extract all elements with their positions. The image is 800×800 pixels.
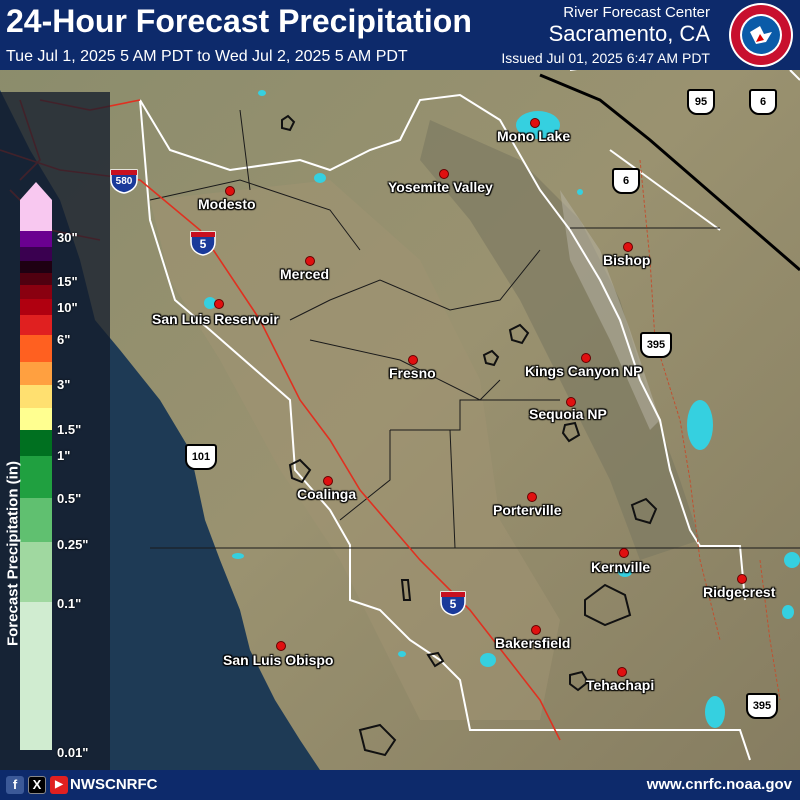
interstate-5-label: 5: [199, 237, 207, 251]
nws-logo-icon: [729, 3, 793, 67]
city-label: Coalinga: [297, 486, 357, 502]
city-marker: [439, 169, 449, 179]
city-marker: [737, 574, 747, 584]
city-label: Sequoia NP: [529, 406, 607, 422]
city-label: Fresno: [389, 365, 436, 381]
us-highway-101-shield: 101: [185, 444, 217, 470]
legend-label: 1": [57, 448, 71, 463]
city-marker: [619, 548, 629, 558]
city-label: Modesto: [198, 196, 256, 212]
city-marker: [408, 355, 418, 365]
us-highway-395-shield: 395: [746, 693, 778, 719]
legend-label: 6": [57, 332, 71, 347]
city-marker: [305, 256, 315, 266]
forecast-period: Tue Jul 1, 2025 5 AM PDT to Wed Jul 2, 2…: [6, 48, 408, 65]
city-label: Bishop: [603, 252, 651, 268]
interstate-5-label: 5: [449, 597, 457, 611]
city-marker: [581, 353, 591, 363]
org-name: River Forecast Center: [563, 4, 710, 21]
map-title: 24-Hour Forecast Precipitation: [6, 3, 472, 39]
website-link[interactable]: www.cnrfc.noaa.gov: [646, 776, 792, 793]
city-marker: [530, 118, 540, 128]
social-handle[interactable]: NWSCNRFC: [70, 776, 158, 793]
city-marker: [617, 667, 627, 677]
legend-label: 10": [57, 300, 78, 315]
us-highway-95-shield: 95: [687, 89, 715, 115]
city-label: Ridgecrest: [703, 584, 776, 600]
legend-label: 0.01": [57, 745, 89, 760]
legend-colorbar: [20, 182, 52, 750]
city-marker: [225, 186, 235, 196]
city-label: Merced: [280, 266, 330, 282]
footer-bar: f X ▶ NWSCNRFC www.cnrfc.noaa.gov: [0, 770, 800, 800]
city-marker: [276, 641, 286, 651]
city-marker: [531, 625, 541, 635]
city-marker: [566, 397, 576, 407]
interstate-580-label: 580: [115, 176, 133, 187]
interstate-5-shield: 5: [440, 590, 466, 616]
city-marker: [323, 476, 333, 486]
city-label: Bakersfield: [495, 635, 571, 651]
legend-label: 1.5": [57, 422, 82, 437]
city-marker: [527, 492, 537, 502]
city-label: Yosemite Valley: [388, 179, 493, 195]
x-icon[interactable]: X: [28, 776, 46, 794]
city-label: Tehachapi: [586, 677, 655, 693]
legend-title: Forecast Precipitation (in): [4, 460, 22, 647]
legend-label: 3": [57, 377, 71, 392]
us-highway-6-shield: 6: [612, 168, 640, 194]
city-label: Kings Canyon NP: [525, 363, 643, 379]
legend-label: 0.1": [57, 596, 82, 611]
legend-label: 0.25": [57, 537, 89, 552]
legend-label: 0.5": [57, 491, 82, 506]
city-label: San Luis Reservoir: [152, 311, 279, 327]
legend-label: 15": [57, 274, 78, 289]
city-marker: [214, 299, 224, 309]
city-marker: [623, 242, 633, 252]
header-bar: 24-Hour Forecast Precipitation Tue Jul 1…: [0, 0, 800, 70]
org-location: Sacramento, CA: [548, 21, 710, 46]
city-label: San Luis Obispo: [223, 652, 334, 668]
interstate-5-shield: 5: [190, 230, 216, 256]
us-highway-6-shield: 6: [749, 89, 777, 115]
city-label: Kernville: [591, 559, 651, 575]
youtube-icon[interactable]: ▶: [50, 776, 68, 794]
city-label: Porterville: [493, 502, 562, 518]
interstate-580-shield: 580: [110, 168, 138, 194]
facebook-icon[interactable]: f: [6, 776, 24, 794]
city-label: Mono Lake: [497, 128, 571, 144]
legend-label: 30": [57, 230, 78, 245]
issued-time: Issued Jul 01, 2025 6:47 AM PDT: [501, 50, 710, 66]
us-highway-395-shield: 395: [640, 332, 672, 358]
precip-legend: Forecast Precipitation (in) 30" 15" 10" …: [0, 92, 110, 770]
